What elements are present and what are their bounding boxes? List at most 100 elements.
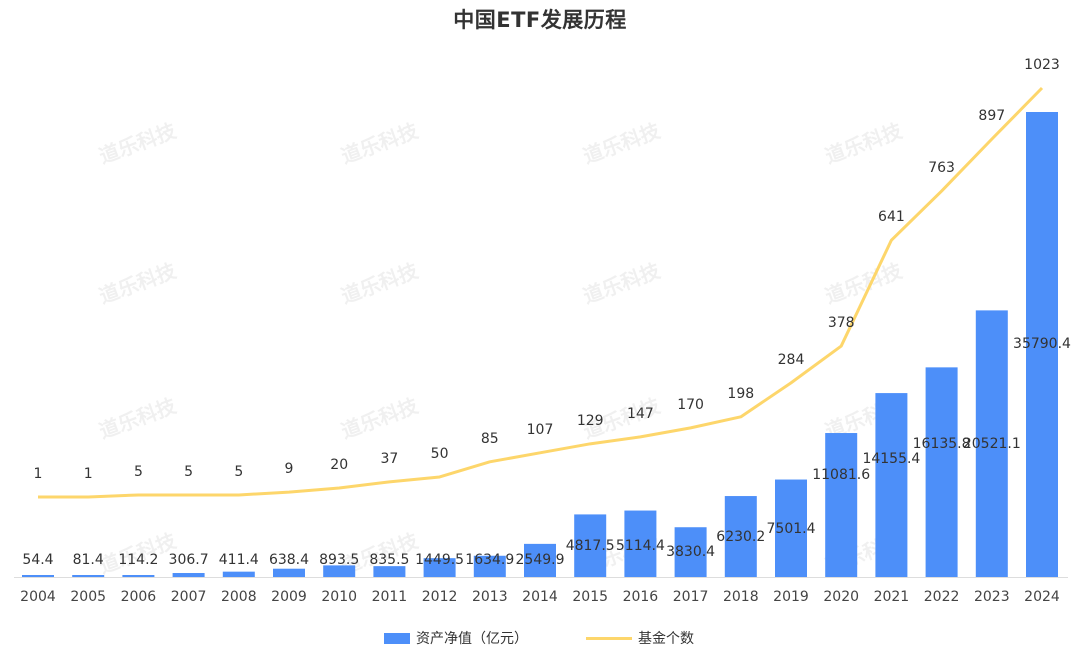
line-value-label: 147 [627,406,654,422]
x-tick-label: 2006 [121,589,157,605]
bar-value-label: 35790.4 [1013,336,1071,352]
bar-value-label: 306.7 [169,552,209,568]
line-value-label: 5 [134,464,143,480]
watermark-text: 道乐科技 [338,118,422,168]
bar-value-label: 5114.4 [616,538,665,554]
bar-value-label: 4817.5 [566,538,615,554]
bar-value-label: 6230.2 [716,529,765,545]
x-tick-label: 2022 [924,589,960,605]
bar[interactable] [72,575,105,577]
x-tick-label: 2007 [171,589,207,605]
bar-value-label: 114.2 [118,552,158,568]
legend: 资产净值（亿元） 基金个数 [0,628,1080,648]
legend-label: 基金个数 [638,631,694,647]
bar-value-label: 16135.8 [913,436,971,452]
line-value-label: 20 [330,457,348,473]
bar-value-label: 2549.9 [516,552,565,568]
bar-swatch-icon [384,632,410,644]
line-value-label: 284 [778,352,805,368]
bar-value-label: 835.5 [369,552,409,568]
bar[interactable] [373,566,406,577]
line-series [38,86,1044,499]
bar[interactable] [825,433,858,577]
watermark-text: 道乐科技 [338,258,422,308]
bar[interactable] [624,510,657,577]
line-value-label: 198 [727,386,754,402]
watermark-text: 道乐科技 [580,118,664,168]
line-value-label: 9 [285,461,294,477]
bar[interactable] [273,568,305,577]
line-value-label: 641 [878,209,905,225]
line-value-label: 1 [34,466,43,482]
x-tick-label: 2008 [221,589,257,605]
line-value-label: 107 [527,422,554,438]
watermark-text: 道乐科技 [96,118,180,168]
x-tick-label: 2005 [70,589,106,605]
bar[interactable] [674,527,707,577]
line-value-label: 378 [828,315,855,331]
bar[interactable] [172,573,205,577]
bar-value-label: 14155.4 [862,451,920,467]
bar[interactable] [473,555,506,577]
line-value-label: 85 [481,431,499,447]
x-tick-label: 2004 [20,589,56,605]
bar[interactable] [524,543,556,577]
x-tick-label: 2012 [422,589,458,605]
bar[interactable] [222,571,255,577]
bar-value-label: 81.4 [73,552,104,568]
bar-value-label: 1449.5 [415,552,464,568]
line-value-label: 1 [84,466,93,482]
bar-value-label: 1634.9 [465,552,514,568]
legend-label: 资产净值（亿元） [416,631,528,647]
bar[interactable] [925,367,958,577]
x-tick-label: 2010 [321,589,357,605]
x-tick-label: 2023 [974,589,1010,605]
x-tick-label: 2009 [271,589,307,605]
x-tick-label: 2018 [723,589,759,605]
bar-value-label: 11081.6 [812,467,870,483]
line-value-labels: 1 1 5 5 5 9 20 37 50 85 107 129 147 170 198 284 378 641 76… [34,57,1060,482]
line-value-label: 5 [234,464,243,480]
line-value-label: 763 [928,160,955,176]
x-tick-label: 2021 [874,589,910,605]
bar[interactable] [574,514,607,577]
bar[interactable] [775,479,807,577]
line-value-label: 1023 [1024,57,1060,73]
line-value-label: 50 [431,446,449,462]
bar[interactable] [975,310,1008,577]
bar-value-labels: 54.4 81.4 114.2 306.7 411.4 638.4 893.5 835.5 14… [22,336,1071,568]
x-tick-label: 2015 [572,589,608,605]
bar[interactable] [875,393,908,577]
bar[interactable] [122,575,155,577]
legend-item-fund-count[interactable]: 基金个数 [586,628,694,648]
watermark-text: 道乐科技 [96,393,180,443]
x-tick-label: 2011 [372,589,408,605]
bar[interactable] [323,565,356,577]
line-value-label: 170 [677,397,704,413]
bar-series [22,112,1058,577]
bar[interactable] [22,575,54,577]
line-swatch-icon [586,636,632,640]
x-tick-label: 2017 [673,589,709,605]
line-value-label: 129 [577,413,604,429]
bar-value-label: 3830.4 [666,544,715,560]
watermark-text: 道乐科技 [338,393,422,443]
x-tick-label: 2014 [522,589,558,605]
chart-title: 中国ETF发展历程 [453,8,627,32]
watermark-text: 道乐科技 [580,258,664,308]
bar-value-label: 411.4 [219,552,259,568]
line-value-label: 5 [184,464,193,480]
bar[interactable] [724,496,757,577]
x-tick-label: 2013 [472,589,508,605]
bar[interactable] [423,558,456,577]
bar-value-label: 7501.4 [767,521,816,537]
bar[interactable] [1026,112,1058,577]
x-tick-label: 2016 [623,589,659,605]
x-axis-ticks: 2004 2005 2006 2007 2008 2009 2010 2011 2012 2013… [20,589,1060,605]
line-value-label: 37 [380,451,398,467]
legend-item-net-assets[interactable]: 资产净值（亿元） [384,628,528,648]
fund-count-line[interactable] [38,86,1044,499]
bar-value-label: 54.4 [22,552,53,568]
x-tick-label: 2019 [773,589,809,605]
